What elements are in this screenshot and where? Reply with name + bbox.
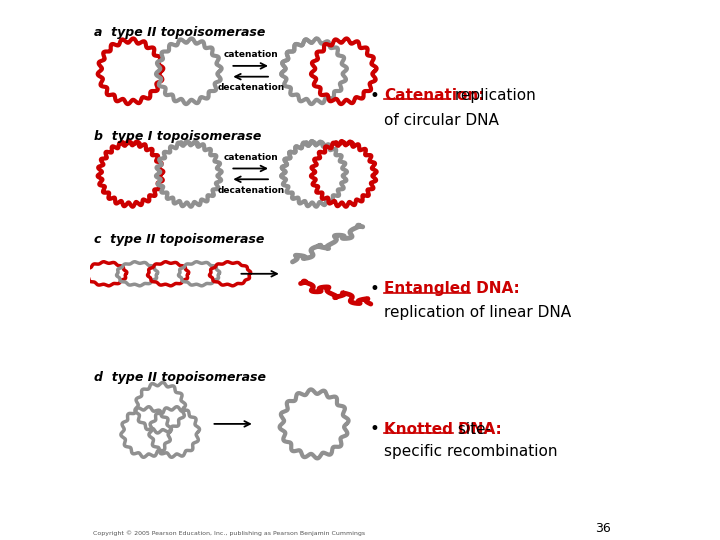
Text: •: • <box>369 280 379 298</box>
Text: replication of linear DNA: replication of linear DNA <box>384 305 572 320</box>
Text: Knotted DNA:: Knotted DNA: <box>384 422 502 437</box>
Text: d  type II topoisomerase: d type II topoisomerase <box>94 372 266 384</box>
Text: of circular DNA: of circular DNA <box>384 113 499 128</box>
Text: c  type II topoisomerase: c type II topoisomerase <box>94 233 265 246</box>
Text: replication: replication <box>450 88 536 103</box>
Text: Copyright © 2005 Pearson Education, Inc., publishing as Pearson Benjamin Cumming: Copyright © 2005 Pearson Education, Inc.… <box>93 531 365 536</box>
Text: •: • <box>369 86 379 105</box>
Text: Catenation:: Catenation: <box>384 88 485 103</box>
Text: site-: site- <box>454 422 492 437</box>
Text: catenation: catenation <box>223 50 279 59</box>
Text: •: • <box>369 420 379 438</box>
Text: b  type I topoisomerase: b type I topoisomerase <box>94 130 261 143</box>
Text: decatenation: decatenation <box>217 83 284 92</box>
Text: a  type II topoisomerase: a type II topoisomerase <box>94 26 266 39</box>
Text: 36: 36 <box>595 522 611 535</box>
Text: catenation: catenation <box>223 153 279 162</box>
Text: decatenation: decatenation <box>217 186 284 195</box>
Text: Entangled DNA:: Entangled DNA: <box>384 281 520 296</box>
Text: specific recombination: specific recombination <box>384 444 558 460</box>
